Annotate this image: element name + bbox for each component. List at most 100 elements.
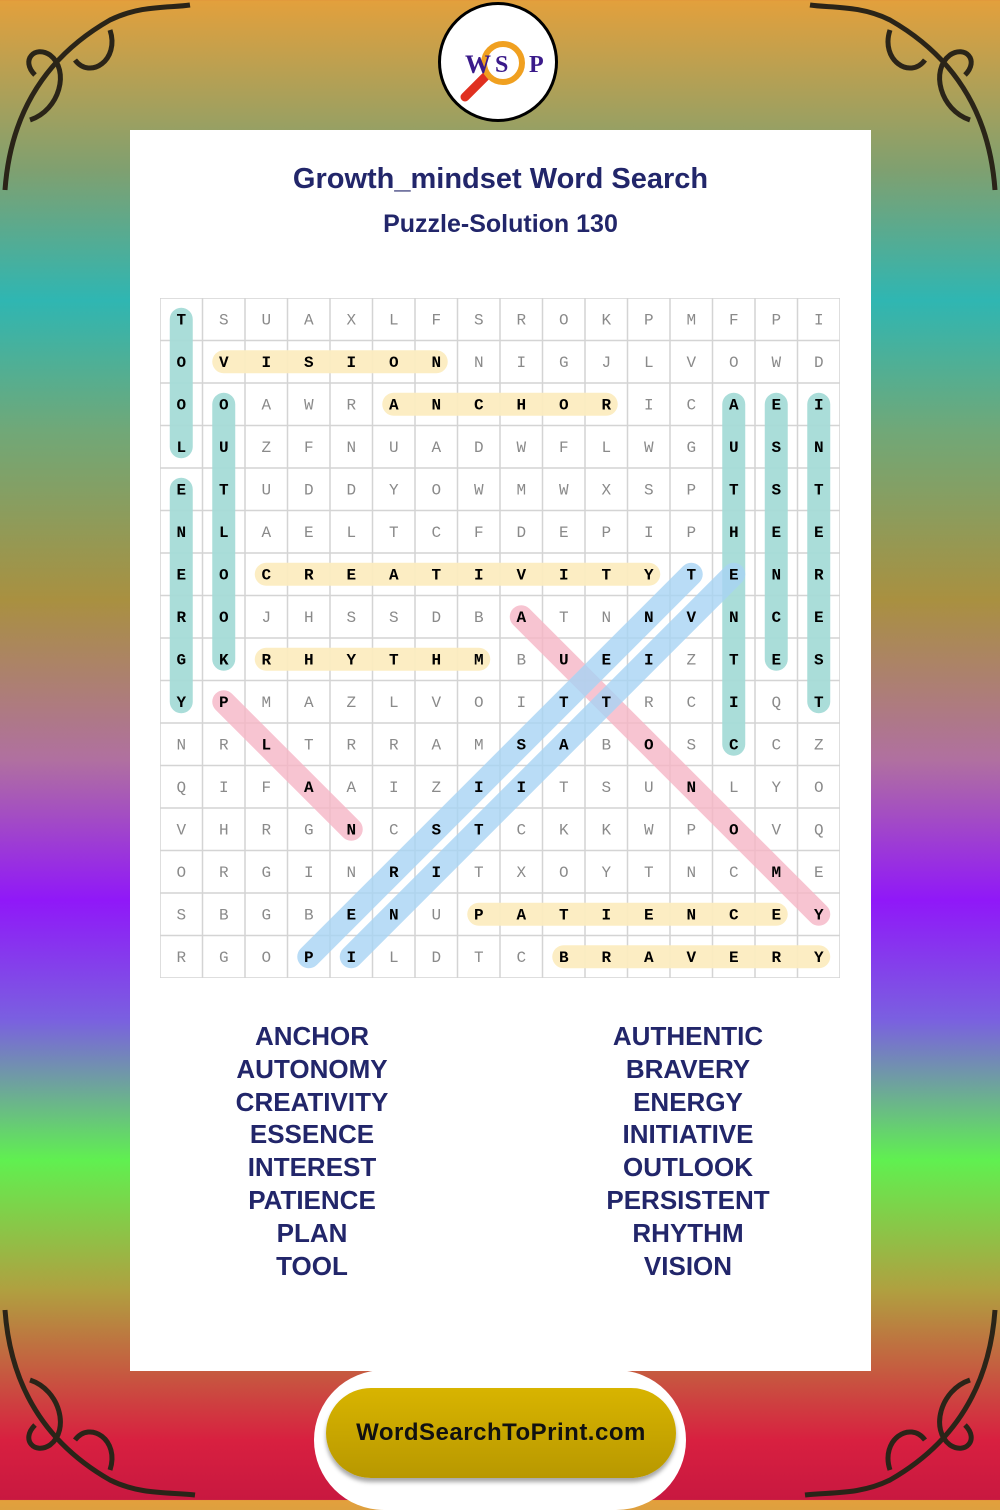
grid-cell[interactable]: G xyxy=(261,864,271,882)
grid-cell[interactable]: T xyxy=(559,906,569,924)
grid-cell[interactable]: V xyxy=(219,354,229,372)
grid-cell[interactable]: E xyxy=(771,524,781,542)
grid-cell[interactable]: N xyxy=(686,906,696,924)
grid-cell[interactable]: R xyxy=(176,949,186,967)
grid-cell[interactable]: I xyxy=(559,566,569,584)
grid-cell[interactable]: S xyxy=(219,311,229,329)
grid-cell[interactable]: Y xyxy=(176,694,186,712)
grid-cell[interactable]: R xyxy=(389,864,399,882)
grid-cell[interactable]: L xyxy=(389,694,399,712)
grid-cell[interactable]: N xyxy=(346,864,356,882)
grid-cell[interactable]: E xyxy=(644,906,654,924)
grid-cell[interactable]: I xyxy=(644,651,654,669)
grid-cell[interactable]: D xyxy=(431,949,441,967)
grid-cell[interactable]: P xyxy=(601,524,611,542)
grid-cell[interactable]: T xyxy=(601,566,611,584)
grid-cell[interactable]: T xyxy=(729,481,739,499)
grid-cell[interactable]: M xyxy=(261,694,271,712)
grid-cell[interactable]: V xyxy=(686,354,696,372)
grid-cell[interactable]: Y xyxy=(601,864,611,882)
grid-cell[interactable]: O xyxy=(729,821,739,839)
grid-cell[interactable]: B xyxy=(516,651,526,669)
grid-cell[interactable]: L xyxy=(176,439,186,457)
grid-cell[interactable]: C xyxy=(729,864,739,882)
grid-cell[interactable]: L xyxy=(219,524,229,542)
grid-cell[interactable]: A xyxy=(304,694,314,712)
grid-cell[interactable]: O xyxy=(559,864,569,882)
grid-cell[interactable]: Z xyxy=(346,694,356,712)
grid-cell[interactable]: C xyxy=(389,821,399,839)
grid-cell[interactable]: Y xyxy=(814,906,824,924)
grid-cell[interactable]: M xyxy=(771,864,781,882)
grid-cell[interactable]: O xyxy=(644,736,654,754)
grid-cell[interactable]: C xyxy=(729,736,739,754)
grid-cell[interactable]: P xyxy=(771,311,781,329)
grid-cell[interactable]: C xyxy=(261,566,271,584)
grid-cell[interactable]: A xyxy=(559,736,569,754)
grid-cell[interactable]: W xyxy=(644,439,654,457)
grid-cell[interactable]: S xyxy=(346,609,356,627)
grid-cell[interactable]: V xyxy=(771,821,781,839)
grid-cell[interactable]: O xyxy=(559,311,569,329)
grid-cell[interactable]: N xyxy=(729,609,739,627)
grid-cell[interactable]: W xyxy=(516,439,526,457)
grid-cell[interactable]: N xyxy=(346,821,356,839)
grid-cell[interactable]: H xyxy=(516,396,526,414)
grid-cell[interactable]: A xyxy=(389,396,399,414)
grid-cell[interactable]: A xyxy=(516,609,526,627)
grid-cell[interactable]: T xyxy=(474,821,484,839)
grid-cell[interactable]: O xyxy=(176,864,186,882)
grid-cell[interactable]: R xyxy=(601,396,611,414)
grid-cell[interactable]: S xyxy=(644,481,654,499)
grid-cell[interactable]: O xyxy=(559,396,569,414)
grid-cell[interactable]: S xyxy=(814,651,824,669)
grid-cell[interactable]: Y xyxy=(771,779,781,797)
grid-cell[interactable]: O xyxy=(431,481,441,499)
grid-cell[interactable]: P xyxy=(686,481,696,499)
grid-cell[interactable]: R xyxy=(176,609,186,627)
grid-cell[interactable]: E xyxy=(814,609,824,627)
grid-cell[interactable]: A xyxy=(261,396,271,414)
grid-cell[interactable]: C xyxy=(729,906,739,924)
grid-cell[interactable]: D xyxy=(304,481,314,499)
grid-cell[interactable]: A xyxy=(261,524,271,542)
grid-cell[interactable]: X xyxy=(346,311,356,329)
grid-cell[interactable]: B xyxy=(601,736,611,754)
grid-cell[interactable]: I xyxy=(304,864,314,882)
grid-cell[interactable]: N xyxy=(389,906,399,924)
grid-cell[interactable]: S xyxy=(474,311,484,329)
grid-cell[interactable]: P xyxy=(219,694,229,712)
grid-cell[interactable]: C xyxy=(771,609,781,627)
grid-cell[interactable]: A xyxy=(431,439,441,457)
grid-cell[interactable]: U xyxy=(431,906,441,924)
grid-cell[interactable]: U xyxy=(261,481,271,499)
grid-cell[interactable]: T xyxy=(176,311,186,329)
grid-cell[interactable]: S xyxy=(771,481,781,499)
grid-cell[interactable]: C xyxy=(686,396,696,414)
grid-cell[interactable]: O xyxy=(219,396,229,414)
grid-cell[interactable]: D xyxy=(474,439,484,457)
grid-cell[interactable]: O xyxy=(176,354,186,372)
grid-cell[interactable]: R xyxy=(261,651,271,669)
grid-cell[interactable]: D xyxy=(516,524,526,542)
grid-cell[interactable]: H xyxy=(304,609,314,627)
grid-cell[interactable]: S xyxy=(304,354,314,372)
grid-cell[interactable]: O xyxy=(389,354,399,372)
grid-cell[interactable]: H xyxy=(304,651,314,669)
grid-cell[interactable]: S xyxy=(431,821,441,839)
grid-cell[interactable]: O xyxy=(814,779,824,797)
grid-cell[interactable]: T xyxy=(559,694,569,712)
grid-cell[interactable]: R xyxy=(389,736,399,754)
grid-cell[interactable]: E xyxy=(304,524,314,542)
grid-cell[interactable]: E xyxy=(346,566,356,584)
grid-cell[interactable]: S xyxy=(686,736,696,754)
grid-cell[interactable]: P xyxy=(644,311,654,329)
grid-cell[interactable]: Q xyxy=(176,779,186,797)
grid-cell[interactable]: I xyxy=(644,396,654,414)
grid-cell[interactable]: E xyxy=(729,949,739,967)
grid-cell[interactable]: O xyxy=(219,566,229,584)
grid-cell[interactable]: T xyxy=(729,651,739,669)
grid-cell[interactable]: N xyxy=(176,524,186,542)
grid-cell[interactable]: N xyxy=(431,354,441,372)
grid-cell[interactable]: D xyxy=(346,481,356,499)
